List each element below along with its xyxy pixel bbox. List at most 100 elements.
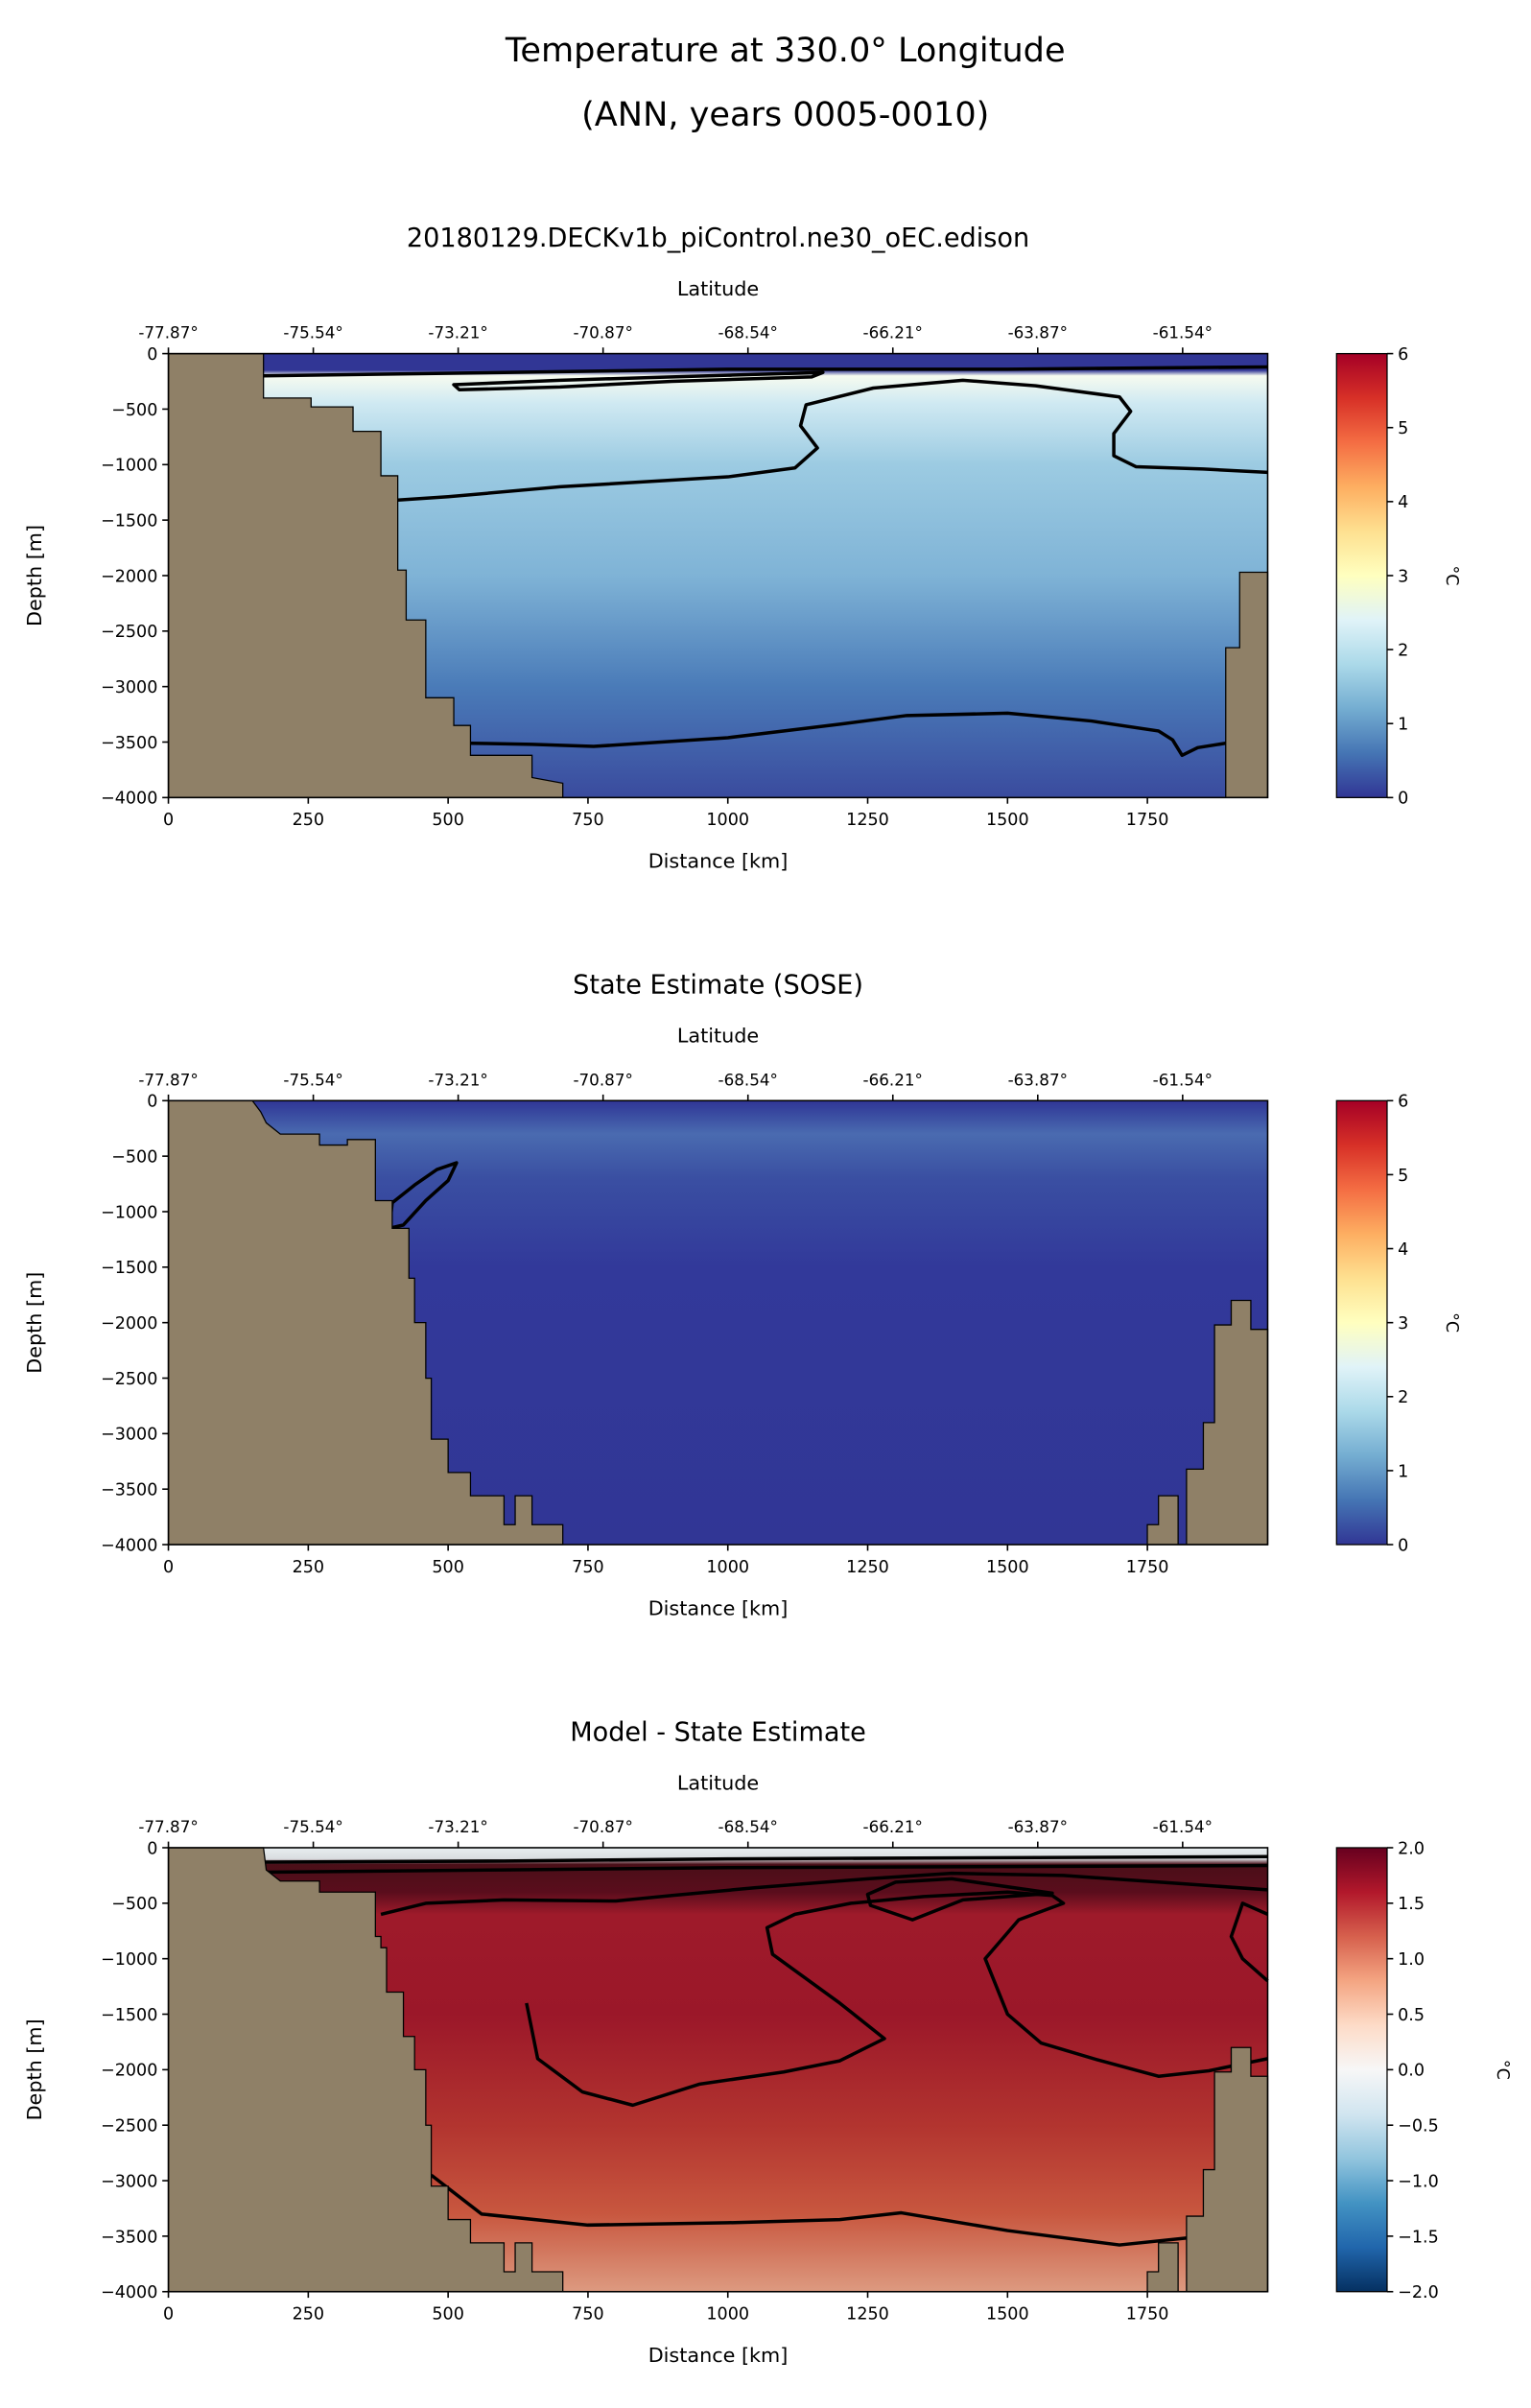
top-tick-label: -68.54° — [718, 1817, 778, 1836]
y-tick-label: −1000 — [101, 1950, 157, 1970]
x-tick-label: 750 — [572, 811, 604, 830]
y-tick-label: −3000 — [101, 678, 157, 697]
colorbar-tick-label: 3 — [1398, 1314, 1408, 1334]
top-tick-label: -75.54° — [283, 1070, 342, 1089]
top-tick-label: -61.54° — [1153, 323, 1213, 342]
y-tick-label: −2000 — [101, 2062, 157, 2081]
panel-3: Model - State Estimate Latitude -77.87° -75… — [23, 1717, 1512, 2367]
colorbar-tick-label: 0.5 — [1398, 2006, 1425, 2025]
top-tick-label: -61.54° — [1153, 1070, 1213, 1089]
panel-title: State Estimate (SOSE) — [573, 971, 863, 1001]
y-tick-label: −2500 — [101, 2117, 157, 2137]
x-tick-label: 1250 — [846, 811, 889, 830]
panel-title: 20180129.DECKv1b_piControl.ne30_oEC.edis… — [407, 224, 1029, 253]
top-tick-label: -63.87° — [1008, 323, 1068, 342]
colorbar-tick-label: −1.5 — [1398, 2228, 1439, 2247]
colorbar-label: °C — [1442, 1312, 1461, 1333]
y-axis-label: Depth [m] — [23, 1272, 46, 1374]
top-tick-label: -61.54° — [1153, 1817, 1213, 1836]
x-tick-label: 1750 — [1126, 811, 1169, 830]
y-tick-label: −3500 — [101, 2228, 157, 2247]
top-tick-label: -70.87° — [573, 323, 632, 342]
top-axis-label: Latitude — [677, 1025, 759, 1048]
x-tick-label: 250 — [293, 811, 325, 830]
contour-line — [452, 370, 825, 392]
y-tick-label: −4000 — [101, 2283, 157, 2302]
contour-line — [525, 1890, 1268, 2108]
contour-line — [263, 1863, 1268, 1875]
x-tick-label: 1500 — [986, 811, 1029, 830]
y-tick-label: −2000 — [101, 1314, 157, 1334]
y-tick-label: −4000 — [101, 790, 157, 809]
x-tick-label: 1250 — [846, 1558, 889, 1577]
panel-title: Model - State Estimate — [570, 1717, 866, 1747]
colorbar-tick-label: −1.0 — [1398, 2172, 1439, 2191]
colorbar-tick-label: 2.0 — [1398, 1839, 1425, 1858]
y-tick-label: −1000 — [101, 1203, 157, 1222]
colorbar-tick-label: 1 — [1398, 716, 1408, 735]
x-tick-label: 0 — [163, 811, 174, 830]
y-tick-label: 0 — [147, 1839, 157, 1858]
x-tick-label: 0 — [163, 1558, 174, 1577]
x-tick-label: 750 — [572, 2304, 604, 2324]
suptitle-line-1: Temperature at 330.0° Longitude — [505, 31, 1066, 70]
colorbar — [1335, 1099, 1388, 1546]
x-tick-label: 1500 — [986, 1558, 1029, 1577]
y-tick-label: −4000 — [101, 1536, 157, 1555]
y-axis-label: Depth [m] — [23, 525, 46, 626]
colorbar-tick-label: 4 — [1398, 493, 1408, 512]
colorbar-tick-label: 1.0 — [1398, 1950, 1425, 1970]
colorbar — [1335, 352, 1388, 798]
x-tick-label: 0 — [163, 2304, 174, 2324]
top-tick-label: -66.21° — [863, 1817, 923, 1836]
colorbar-tick-label: 2 — [1398, 641, 1408, 660]
y-tick-label: −500 — [111, 1895, 157, 1914]
colorbar-tick-label: 0.0 — [1398, 2062, 1425, 2081]
top-tick-label: -75.54° — [283, 323, 342, 342]
colorbar — [1335, 1847, 1388, 2293]
panel-1: 20180129.DECKv1b_piControl.ne30_oEC.edis… — [23, 224, 1461, 873]
colorbar-tick-label: 2 — [1398, 1388, 1408, 1407]
x-tick-label: 750 — [572, 1558, 604, 1577]
bathymetry-land — [167, 352, 564, 798]
x-tick-label: 1750 — [1126, 1558, 1169, 1577]
y-axis-label: Depth [m] — [23, 2018, 46, 2120]
x-tick-label: 500 — [432, 1558, 464, 1577]
top-tick-label: -68.54° — [718, 1070, 778, 1089]
top-tick-label: -68.54° — [718, 323, 778, 342]
x-tick-label: 1000 — [706, 811, 749, 830]
contour-line — [397, 378, 1268, 503]
top-axis-label: Latitude — [677, 277, 759, 300]
x-axis-label: Distance [km] — [648, 850, 789, 873]
y-tick-label: −500 — [111, 1148, 157, 1168]
top-tick-label: -73.21° — [428, 323, 487, 342]
colorbar-tick-label: 4 — [1398, 1240, 1408, 1260]
colorbar-tick-label: 0 — [1398, 1536, 1408, 1555]
top-tick-label: -63.87° — [1008, 1070, 1068, 1089]
colorbar-label: °C — [1442, 565, 1461, 585]
x-tick-label: 1750 — [1126, 2304, 1169, 2324]
top-tick-label: -63.87° — [1008, 1817, 1068, 1836]
y-tick-label: −2000 — [101, 567, 157, 586]
x-tick-label: 1250 — [846, 2304, 889, 2324]
y-tick-label: 0 — [147, 345, 157, 365]
bathymetry-land — [1146, 2046, 1269, 2293]
top-axis-label: Latitude — [677, 1771, 759, 1794]
colorbar-tick-label: 3 — [1398, 567, 1408, 586]
colorbar-tick-label: 5 — [1398, 419, 1408, 438]
y-tick-label: −3000 — [101, 1426, 157, 1445]
panel-2: State Estimate (SOSE) Latitude -77.87° -75.… — [23, 971, 1461, 1620]
top-tick-label: -66.21° — [863, 1070, 923, 1089]
x-axis-label: Distance [km] — [648, 1596, 789, 1619]
bathymetry-land — [167, 1099, 564, 1546]
top-tick-label: -77.87° — [138, 1817, 198, 1836]
top-tick-label: -70.87° — [573, 1817, 632, 1836]
top-tick-label: -70.87° — [573, 1070, 632, 1089]
y-tick-label: −1500 — [101, 512, 157, 531]
top-tick-label: -77.87° — [138, 323, 198, 342]
colorbar-tick-label: 5 — [1398, 1167, 1408, 1186]
top-tick-label: -66.21° — [863, 323, 923, 342]
suptitle-line-2: (ANN, years 0005-0010) — [581, 95, 989, 134]
x-tick-label: 1000 — [706, 1558, 749, 1577]
top-tick-label: -75.54° — [283, 1817, 342, 1836]
